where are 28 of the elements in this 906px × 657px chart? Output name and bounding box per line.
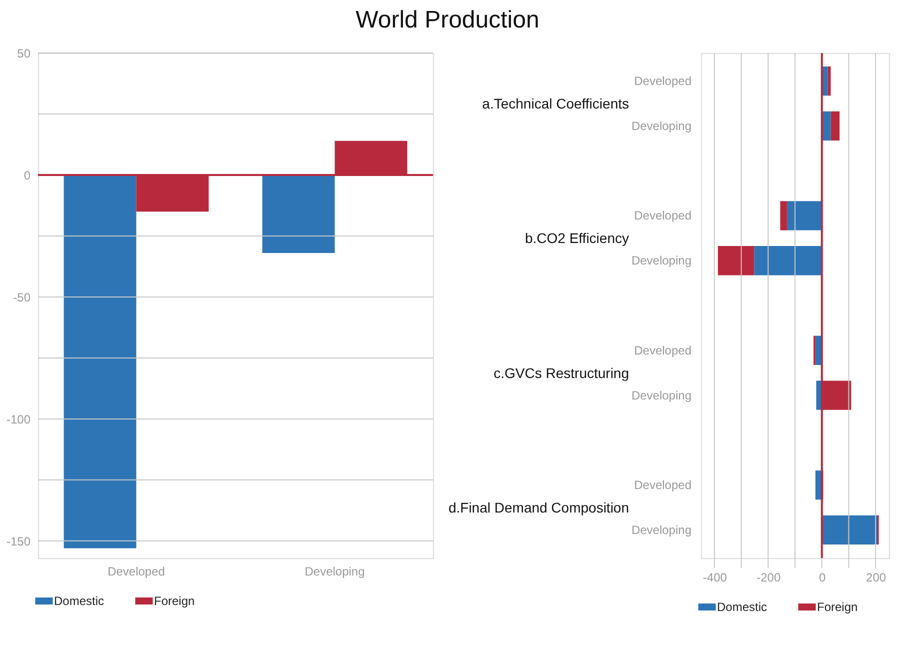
text: d.Final Demand Composition (448, 500, 629, 516)
x-tick-label: 0 (819, 570, 826, 584)
y-tick-label: Developed (634, 478, 692, 492)
x-tick-label: -400 (702, 570, 728, 584)
text: c.GVCs Restructuring (494, 364, 629, 381)
y-tick-label: -100 (6, 412, 31, 426)
y-tick-label: Developed (634, 208, 692, 223)
x-tick-label: 200 (866, 570, 886, 584)
y-tick-label: Developing (631, 388, 692, 402)
chart-title: World Production (356, 6, 540, 34)
legend-label: Foreign (154, 594, 195, 608)
x-tick-label: -200 (756, 570, 781, 584)
y-tick-label: Developed (634, 74, 692, 88)
x-tick-label: Developed (108, 564, 165, 578)
y-tick-label: 0 (24, 168, 31, 182)
legend-label: Domestic (54, 594, 104, 608)
y-tick-label: Developing (631, 118, 692, 133)
text: b.CO2 Efficiency (524, 230, 629, 246)
y-tick-label: -50 (13, 290, 31, 304)
y-tick-label: Developed (634, 343, 692, 358)
y-tick-label: 50 (17, 46, 31, 60)
legend-label: Foreign (817, 600, 858, 614)
y-tick-label: Developing (631, 254, 692, 268)
y-tick-label: Developing (631, 522, 692, 537)
text: a.Technical Coefficients (482, 96, 629, 112)
y-tick-label: -150 (6, 534, 31, 548)
x-tick-label: Developing (304, 564, 365, 578)
legend-label: Domestic (717, 600, 768, 614)
